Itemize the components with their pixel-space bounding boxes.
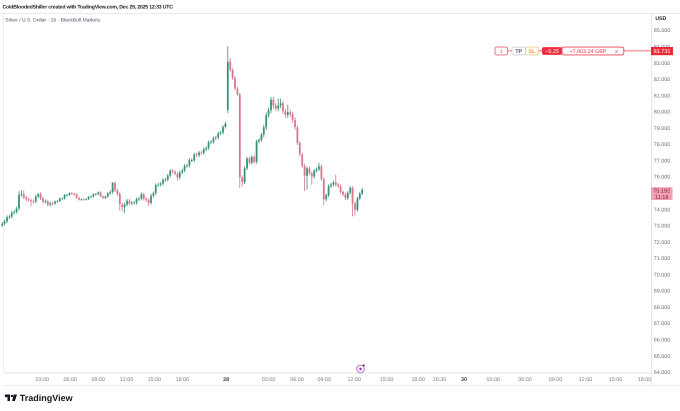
svg-text:03:00: 03:00 <box>487 377 501 383</box>
svg-text:06:00: 06:00 <box>290 377 304 383</box>
svg-text:76.000: 76.000 <box>654 175 671 181</box>
svg-text:28: 28 <box>223 377 229 383</box>
svg-text:85.000: 85.000 <box>654 28 671 34</box>
svg-text:×: × <box>615 49 619 55</box>
svg-text:+7,903.24 GBP: +7,903.24 GBP <box>569 49 606 55</box>
svg-text:11:18: 11:18 <box>655 195 669 201</box>
svg-text:09:00: 09:00 <box>318 377 332 383</box>
svg-text:18:00: 18:00 <box>411 377 425 383</box>
svg-text:73.000: 73.000 <box>654 224 671 230</box>
svg-text:03:00: 03:00 <box>36 377 50 383</box>
svg-text:64.000: 64.000 <box>654 370 671 376</box>
svg-text:72.000: 72.000 <box>654 240 671 246</box>
svg-text:06:00: 06:00 <box>64 377 78 383</box>
svg-text:TP: TP <box>515 49 522 55</box>
svg-text:TradingView: TradingView <box>20 393 74 403</box>
svg-text:77.000: 77.000 <box>654 158 671 164</box>
svg-text:ColdBloodedShiller created wit: ColdBloodedShiller created with TradingV… <box>3 4 174 10</box>
svg-text:67.000: 67.000 <box>654 321 671 327</box>
svg-text:68.000: 68.000 <box>654 305 671 311</box>
svg-text:80.000: 80.000 <box>654 110 671 116</box>
svg-text:81.000: 81.000 <box>654 93 671 99</box>
svg-text:SL: SL <box>529 49 537 55</box>
svg-text:06:00: 06:00 <box>518 377 532 383</box>
svg-text:83.731: 83.731 <box>653 49 670 55</box>
svg-text:1: 1 <box>500 49 503 55</box>
svg-text:30: 30 <box>461 377 467 383</box>
svg-text:Silver / U.S. Dollar · 15 · Bl: Silver / U.S. Dollar · 15 · BlackBull Ma… <box>5 17 101 23</box>
svg-text:15:00: 15:00 <box>380 377 394 383</box>
svg-text:12:00: 12:00 <box>348 377 362 383</box>
svg-text:15:00: 15:00 <box>148 377 162 383</box>
svg-text:12:00: 12:00 <box>120 377 134 383</box>
svg-text:03:00: 03:00 <box>262 377 276 383</box>
svg-text:83.000: 83.000 <box>654 61 671 67</box>
svg-text:18:00: 18:00 <box>176 377 190 383</box>
svg-text:18:00: 18:00 <box>638 377 652 383</box>
svg-text:−0.25: −0.25 <box>545 49 559 55</box>
svg-text:20:30: 20:30 <box>433 377 447 383</box>
svg-text:74.000: 74.000 <box>654 207 671 213</box>
svg-text:70.000: 70.000 <box>654 272 671 278</box>
svg-text:09:00: 09:00 <box>549 377 563 383</box>
svg-text:75.192: 75.192 <box>653 189 670 195</box>
svg-text:66.000: 66.000 <box>654 338 671 344</box>
svg-text:78.000: 78.000 <box>654 142 671 148</box>
svg-text:USD: USD <box>655 16 666 22</box>
svg-text:82.000: 82.000 <box>654 77 671 83</box>
svg-text:12:00: 12:00 <box>579 377 593 383</box>
svg-text:79.000: 79.000 <box>654 126 671 132</box>
svg-text:69.000: 69.000 <box>654 289 671 295</box>
svg-text:15:00: 15:00 <box>609 377 623 383</box>
svg-text:71.000: 71.000 <box>654 256 671 262</box>
svg-text:09:00: 09:00 <box>91 377 105 383</box>
svg-text:65.000: 65.000 <box>654 354 671 360</box>
